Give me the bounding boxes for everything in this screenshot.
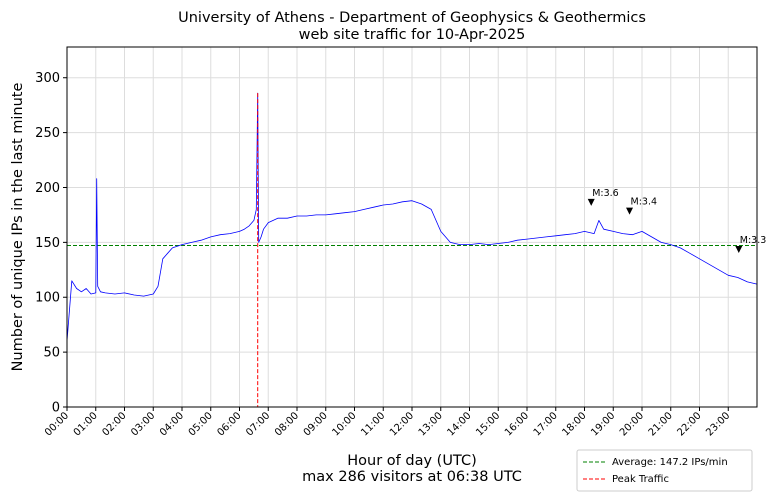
x-tick-label-15: 15:00 <box>474 410 502 438</box>
y-axis-ticks: 0 50 100 150 200 250 300 <box>35 71 67 416</box>
annotation-marker-1 <box>626 207 634 215</box>
annotation-marker-2 <box>735 246 743 254</box>
grid-lines <box>66 47 757 408</box>
x-tick-label-4: 04:00 <box>158 410 186 438</box>
x-tick-label-3: 03:00 <box>129 410 157 438</box>
y-tick-label-2: 100 <box>35 291 60 306</box>
y-tick-label-5: 250 <box>35 126 60 141</box>
x-tick-label-11: 11:00 <box>359 410 387 438</box>
traffic-series-line-0 <box>66 92 758 342</box>
y-tick-label-1: 50 <box>43 346 60 361</box>
annotation-layer: M:3.6 M:3.4 M:3.3 <box>587 188 767 254</box>
annotation-label-1: M:3.4 <box>631 197 658 208</box>
y-tick-label-4: 200 <box>35 181 60 196</box>
x-axis-ticks: 00:00 01:00 02:00 03:00 04:00 05:00 06:00 07:00… <box>43 407 732 439</box>
x-tick-label-13: 13:00 <box>417 410 445 438</box>
x-tick-label-14: 14:00 <box>445 410 473 438</box>
x-tick-label-6: 06:00 <box>215 410 243 438</box>
x-tick-label-19: 19:00 <box>589 410 617 438</box>
x-tick-label-20: 20:00 <box>618 410 646 438</box>
chart-title: University of Athens - Department of Geo… <box>178 10 646 26</box>
x-tick-label-10: 10:00 <box>330 410 358 438</box>
x-tick-label-9: 09:00 <box>302 410 330 438</box>
x-tick-label-12: 12:00 <box>388 410 416 438</box>
x-tick-label-5: 05:00 <box>187 410 215 438</box>
x-tick-label-1: 01:00 <box>72 410 100 438</box>
y-tick-label-3: 150 <box>35 236 60 251</box>
x-tick-label-22: 22:00 <box>675 410 703 438</box>
annotation-label-0: M:3.6 <box>592 188 619 199</box>
chart-subtitle: web site traffic for 10-Apr-2025 <box>299 27 526 43</box>
x-tick-label-21: 21:00 <box>647 410 675 438</box>
y-axis-label: Number of unique IPs in the last minute <box>10 83 26 372</box>
legend-peak-label: Peak Traffic <box>612 474 669 485</box>
x-tick-label-7: 07:00 <box>244 410 272 438</box>
legend: Average: 147.2 IPs/min Peak Traffic <box>576 449 753 492</box>
x-tick-label-2: 02:00 <box>100 410 128 438</box>
x-tick-label-17: 17:00 <box>532 410 560 438</box>
annotation-marker-0 <box>587 198 595 206</box>
y-tick-label-6: 300 <box>35 71 60 86</box>
x-tick-label-16: 16:00 <box>503 410 531 438</box>
x-axis-label: Hour of day (UTC) <box>347 453 476 469</box>
x-tick-label-18: 18:00 <box>560 410 588 438</box>
x-tick-label-23: 23:00 <box>704 410 732 438</box>
legend-box <box>576 449 753 492</box>
x-tick-label-8: 08:00 <box>273 410 301 438</box>
legend-average-label: Average: 147.2 IPs/min <box>612 457 728 468</box>
y-tick-label-0: 0 <box>52 401 60 416</box>
series-layer <box>66 92 758 342</box>
x-axis-sublabel: max 286 visitors at 06:38 UTC <box>302 469 522 485</box>
annotation-label-2: M:3.3 <box>740 235 767 246</box>
